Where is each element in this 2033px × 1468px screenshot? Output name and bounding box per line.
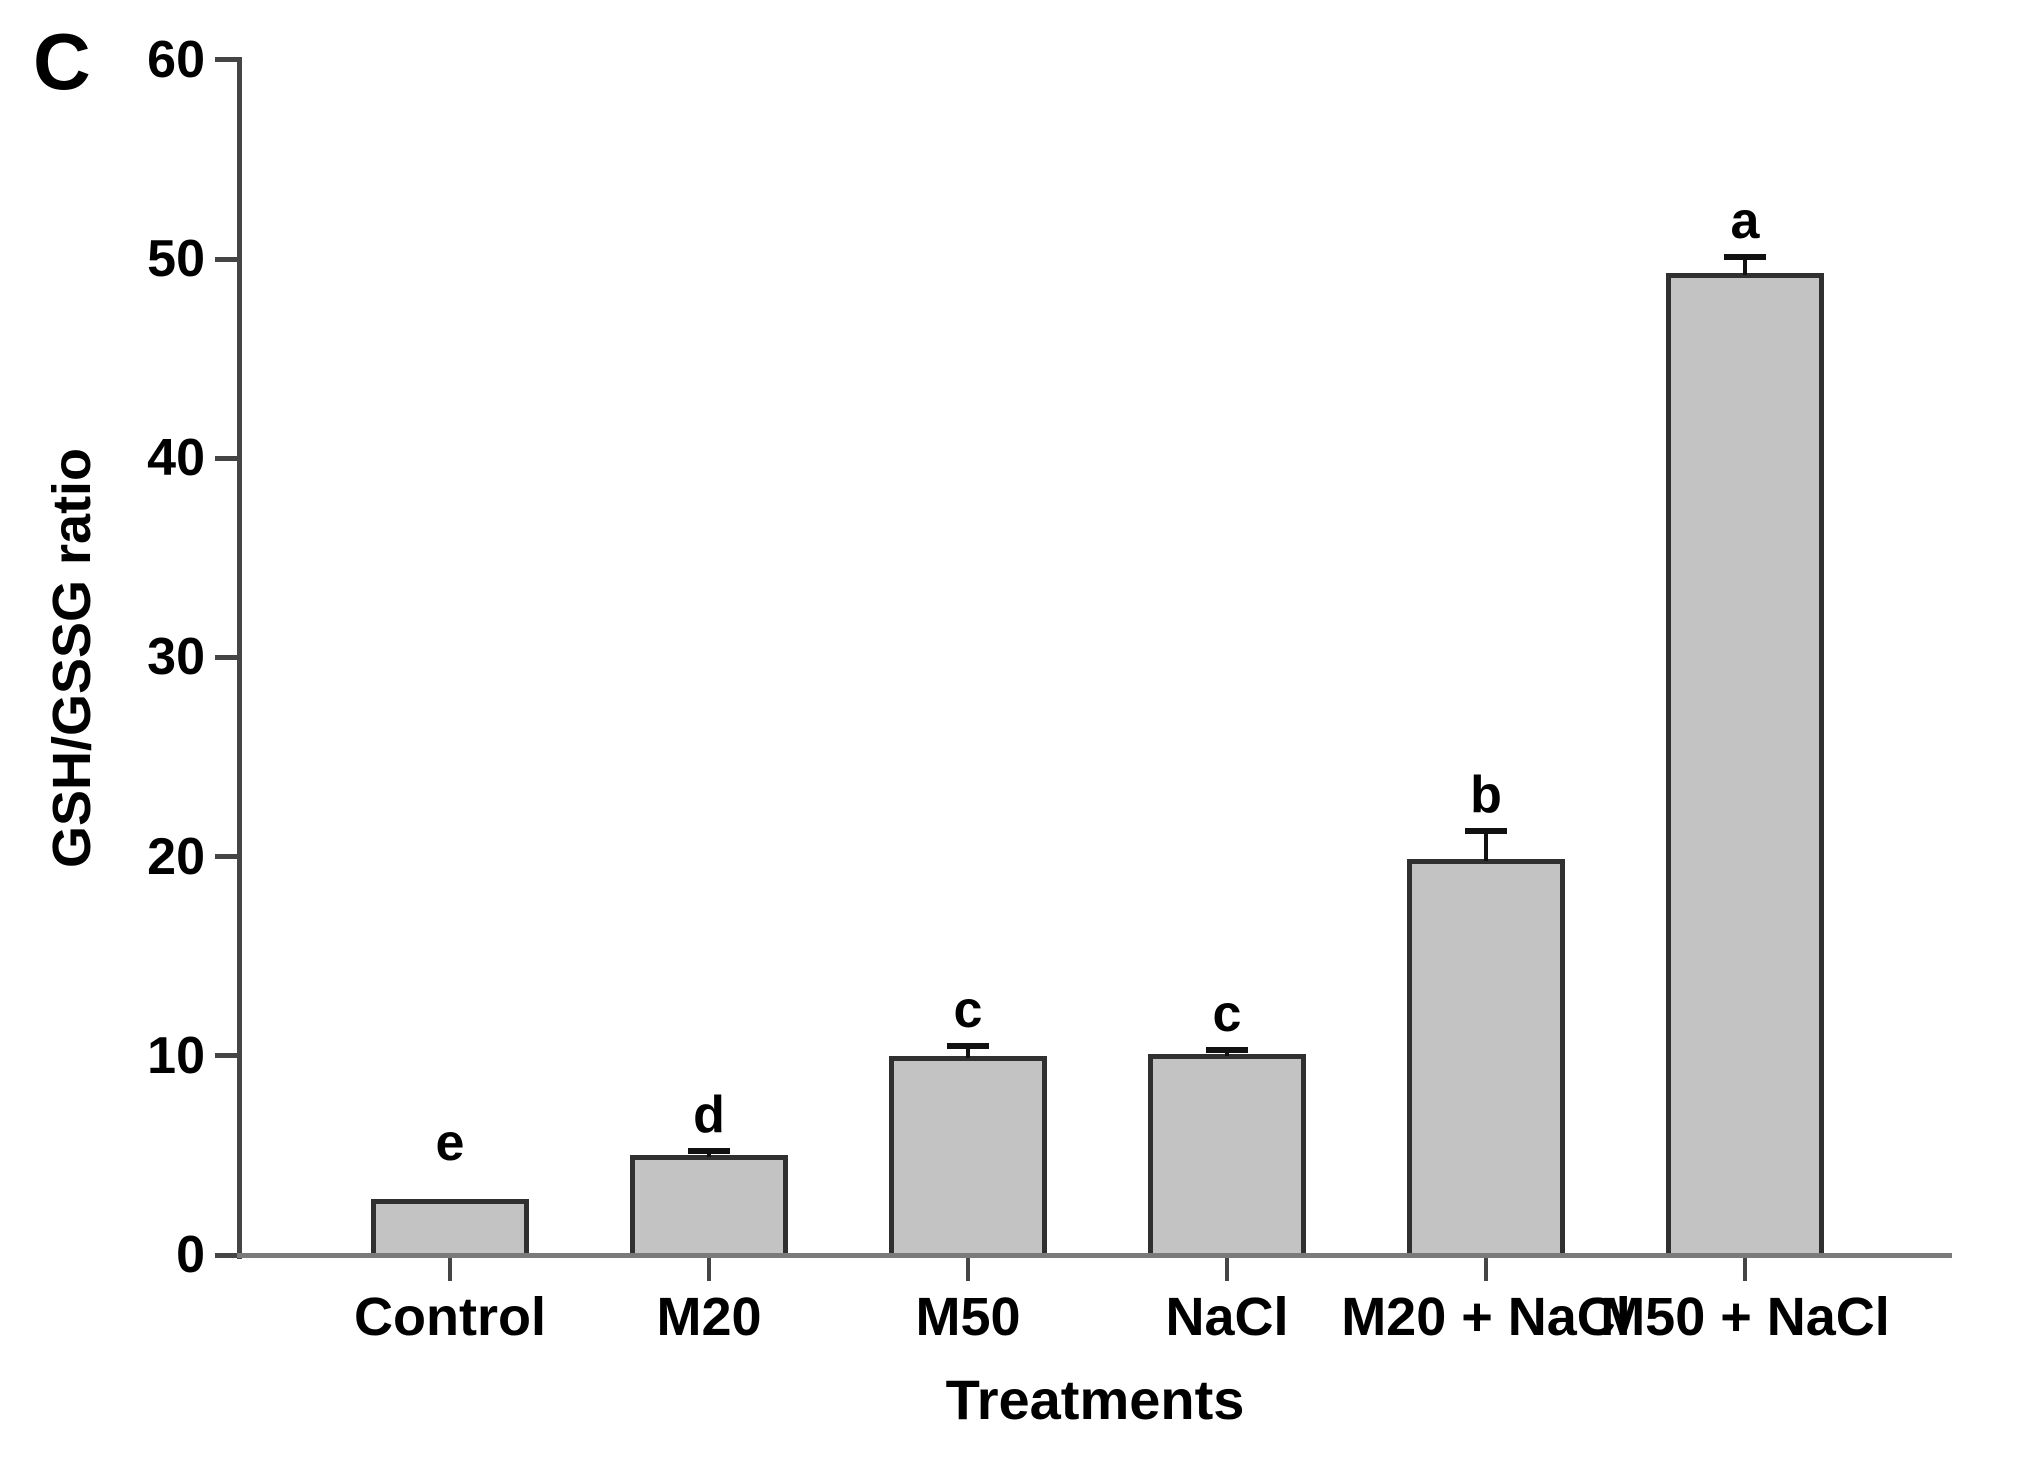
y-axis-line xyxy=(237,57,242,1259)
x-tick-0 xyxy=(448,1257,452,1281)
sig-letter-2: c xyxy=(953,980,983,1039)
bar-0 xyxy=(371,1199,529,1258)
y-tick-label-10: 10 xyxy=(147,1026,205,1085)
y-tick-label-30: 30 xyxy=(147,628,205,687)
y-tick-label-20: 20 xyxy=(147,827,205,886)
y-tick-label-40: 40 xyxy=(147,429,205,488)
panel-label: C xyxy=(33,17,91,106)
sig-letter-1: d xyxy=(693,1086,725,1145)
x-tick-label-4: M20 + NaCl xyxy=(1341,1287,1631,1347)
x-tick-4 xyxy=(1484,1257,1488,1281)
bar-4 xyxy=(1407,858,1565,1258)
x-tick-label-5: M50 + NaCl xyxy=(1600,1287,1890,1347)
y-tick-60 xyxy=(215,57,237,63)
y-tick-30 xyxy=(215,654,237,660)
x-tick-1 xyxy=(707,1257,711,1281)
y-tick-label-0: 0 xyxy=(176,1226,205,1284)
sig-letter-3: c xyxy=(1212,984,1242,1043)
x-axis-line xyxy=(237,1253,1952,1258)
error-bar-whisker-4 xyxy=(1484,830,1488,861)
error-bar-whisker-2 xyxy=(966,1045,970,1058)
x-tick-label-1: M20 xyxy=(656,1287,762,1347)
x-tick-label-0: Control xyxy=(354,1287,546,1347)
sig-letter-0: e xyxy=(435,1114,465,1173)
error-bar-whisker-5 xyxy=(1743,257,1747,275)
x-tick-label-2: M50 xyxy=(915,1287,1021,1347)
y-tick-50 xyxy=(215,256,237,262)
error-bar-cap-1 xyxy=(688,1148,730,1155)
error-bar-cap-4 xyxy=(1465,827,1507,834)
error-bar-cap-3 xyxy=(1206,1046,1248,1053)
x-tick-2 xyxy=(966,1257,970,1281)
bar-1 xyxy=(630,1155,788,1258)
x-tick-5 xyxy=(1743,1257,1747,1281)
error-bar-cap-5 xyxy=(1724,254,1766,260)
y-tick-label-50: 50 xyxy=(147,230,205,288)
sig-letter-4: b xyxy=(1470,765,1502,824)
y-tick-20 xyxy=(215,854,237,860)
x-axis-title: Treatments xyxy=(945,1368,1245,1431)
bar-3 xyxy=(1148,1053,1306,1258)
y-tick-10 xyxy=(215,1053,237,1059)
y-tick-0 xyxy=(215,1252,237,1258)
bar-2 xyxy=(889,1055,1047,1258)
bar-5 xyxy=(1666,272,1824,1258)
y-tick-40 xyxy=(215,455,237,461)
x-tick-3 xyxy=(1225,1257,1229,1281)
error-bar-cap-2 xyxy=(947,1042,989,1049)
x-tick-label-3: NaCl xyxy=(1165,1287,1289,1347)
y-tick-label-60: 60 xyxy=(147,30,205,89)
sig-letter-5: a xyxy=(1730,192,1760,250)
